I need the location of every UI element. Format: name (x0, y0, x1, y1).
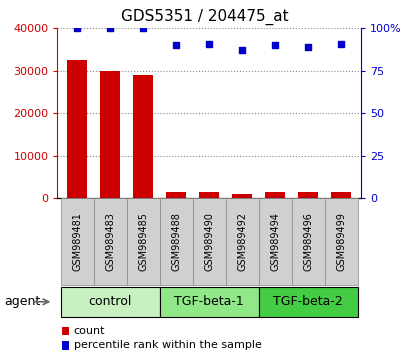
Point (139, 25, 146, 31)
Bar (297, 192, 317, 198)
Text: GSM989481: GSM989481 (72, 212, 82, 271)
Text: GSM989483: GSM989483 (105, 212, 115, 271)
Point (205, 41, 212, 46)
Bar (265, 192, 284, 198)
Text: GSM989494: GSM989494 (270, 212, 279, 271)
Bar (330, 192, 350, 198)
Text: GSM989499: GSM989499 (335, 212, 345, 271)
Bar (133, 75, 153, 198)
Point (271, 42, 278, 48)
Text: GSM989496: GSM989496 (302, 212, 312, 271)
Point (173, 42, 179, 48)
Bar (166, 192, 186, 198)
Text: TGF-beta-2: TGF-beta-2 (272, 295, 342, 308)
Text: agent: agent (4, 295, 40, 308)
Bar (199, 192, 218, 198)
Point (304, 44, 310, 50)
Bar (231, 194, 252, 198)
Text: GSM989490: GSM989490 (204, 212, 213, 271)
Text: GSM989492: GSM989492 (236, 212, 247, 271)
Point (337, 41, 344, 46)
Bar (67, 60, 87, 198)
Text: GSM989485: GSM989485 (138, 212, 148, 271)
Text: GSM989488: GSM989488 (171, 212, 181, 271)
Text: count: count (74, 326, 105, 336)
Text: GDS5351 / 204475_at: GDS5351 / 204475_at (121, 9, 288, 25)
Text: TGF-beta-1: TGF-beta-1 (174, 295, 243, 308)
Text: control: control (88, 295, 132, 308)
Point (74, 25, 80, 31)
Point (238, 47, 245, 53)
Bar (100, 71, 120, 198)
Text: percentile rank within the sample: percentile rank within the sample (74, 340, 261, 350)
Point (107, 25, 113, 31)
